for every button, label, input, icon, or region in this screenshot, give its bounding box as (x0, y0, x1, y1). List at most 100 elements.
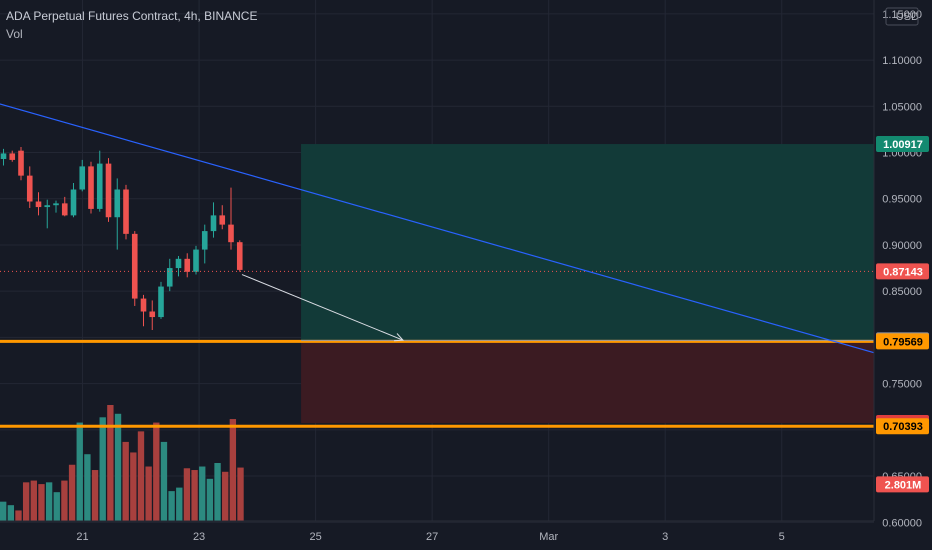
candle-body (79, 166, 86, 190)
price-badge (876, 263, 929, 280)
volume-bar (206, 478, 214, 521)
candle-body (105, 163, 112, 218)
candle-body (44, 205, 51, 208)
volume-bar (153, 422, 160, 521)
candle-body (26, 175, 33, 202)
volume-bar (137, 431, 145, 521)
price-badge (876, 136, 929, 153)
time-tick-label: 25 (309, 531, 321, 543)
price-badge-label: 1.00917 (883, 139, 923, 151)
candle-body (219, 215, 226, 225)
price-tick-label: 0.75000 (882, 379, 922, 391)
price-badge-label: 2.801M (885, 479, 922, 491)
price-tick-label: 0.90000 (882, 240, 922, 252)
volume-bar (122, 441, 129, 521)
volume-bar (22, 482, 30, 521)
candle-body (158, 286, 164, 318)
candle-body (88, 166, 94, 209)
candle-body (149, 311, 156, 318)
time-tick-label: 27 (426, 531, 438, 543)
volume-bar (15, 510, 22, 521)
volume-bar (176, 487, 183, 521)
price-badge (876, 418, 929, 435)
volume-bar (7, 505, 15, 521)
volume-bar (30, 480, 37, 521)
candle-body (166, 268, 173, 287)
price-badges: 1.009170.871430.796830.795690.707330.703… (876, 136, 929, 493)
volume-bar (145, 466, 152, 521)
candle-body (140, 298, 147, 312)
candle-body (131, 233, 138, 299)
candle-body (18, 150, 24, 176)
volume-bar (76, 422, 83, 521)
volume-bar (237, 467, 244, 521)
candle-body (9, 153, 16, 160)
candle-body (35, 201, 42, 208)
volume-bar (160, 441, 168, 521)
price-badge-label: 0.79569 (883, 336, 923, 348)
time-tick-label: 23 (193, 531, 205, 543)
volume-bar (61, 480, 68, 521)
price-tick-label: 1.10000 (882, 55, 922, 67)
candle-body (0, 153, 7, 159)
volume-bar (183, 468, 191, 521)
volume-bar (130, 452, 137, 521)
volume-bar (214, 463, 221, 521)
price-tick-label: 0.85000 (882, 286, 922, 298)
volume-bar (68, 464, 76, 521)
time-tick-label: 5 (779, 531, 785, 543)
volume-bar (222, 471, 229, 521)
time-tick-label: Mar (539, 531, 558, 543)
volume-bar (114, 413, 122, 521)
loss-zone (301, 340, 874, 424)
candle-body (210, 215, 217, 232)
candle-body (123, 189, 129, 234)
time-tick-label: 21 (76, 531, 88, 543)
volume-bar (99, 417, 106, 521)
trend-line[interactable] (0, 100, 932, 376)
volume-bar (199, 466, 206, 521)
currency-label-box (885, 7, 919, 26)
volume-bar (53, 492, 60, 521)
candle-body (236, 242, 243, 270)
volume-bar (91, 470, 99, 521)
volume-bar (84, 454, 91, 521)
volume-indicator-label[interactable]: Vol (6, 27, 23, 41)
price-badge-label: 0.70393 (883, 421, 923, 433)
profit-zone (301, 144, 874, 341)
price-tick-label: 0.60000 (882, 517, 922, 529)
time-axis[interactable]: 21 23 25 27 Mar 3 5 (0, 520, 874, 543)
volume-bar (191, 470, 198, 521)
price-badge-label: 0.87143 (883, 266, 923, 278)
chart-title: ADA Perpetual Futures Contract, 4h, BINA… (6, 9, 258, 23)
candle-body (114, 189, 121, 218)
price-tick-label: 1.15000 (882, 9, 922, 21)
candle-body (96, 163, 103, 209)
candle-body (70, 189, 77, 216)
candle-body (184, 258, 191, 272)
volume-bar (168, 491, 175, 521)
projection-arrow-shaft[interactable] (241, 274, 404, 341)
volume-bar (0, 501, 7, 521)
currency-label: USD (896, 11, 919, 23)
projection-arrow-head (393, 333, 405, 342)
price-tick-label: 1.05000 (882, 101, 922, 113)
price-tick-label: 0.95000 (882, 194, 922, 206)
volume-bar (45, 482, 53, 521)
price-badge (876, 333, 929, 350)
volume-bars (0, 405, 244, 521)
candle-body (61, 203, 68, 216)
volume-bar (107, 405, 114, 521)
candle-body (175, 258, 182, 269)
candle-body (193, 249, 199, 272)
position-zones (301, 144, 874, 424)
price-badge (876, 476, 929, 493)
candle-body (228, 224, 234, 243)
volume-bar (38, 484, 45, 521)
drawing-lines[interactable] (0, 100, 932, 428)
time-tick-label: 3 (662, 531, 668, 543)
candle-body (53, 203, 59, 206)
candlesticks (0, 146, 243, 330)
